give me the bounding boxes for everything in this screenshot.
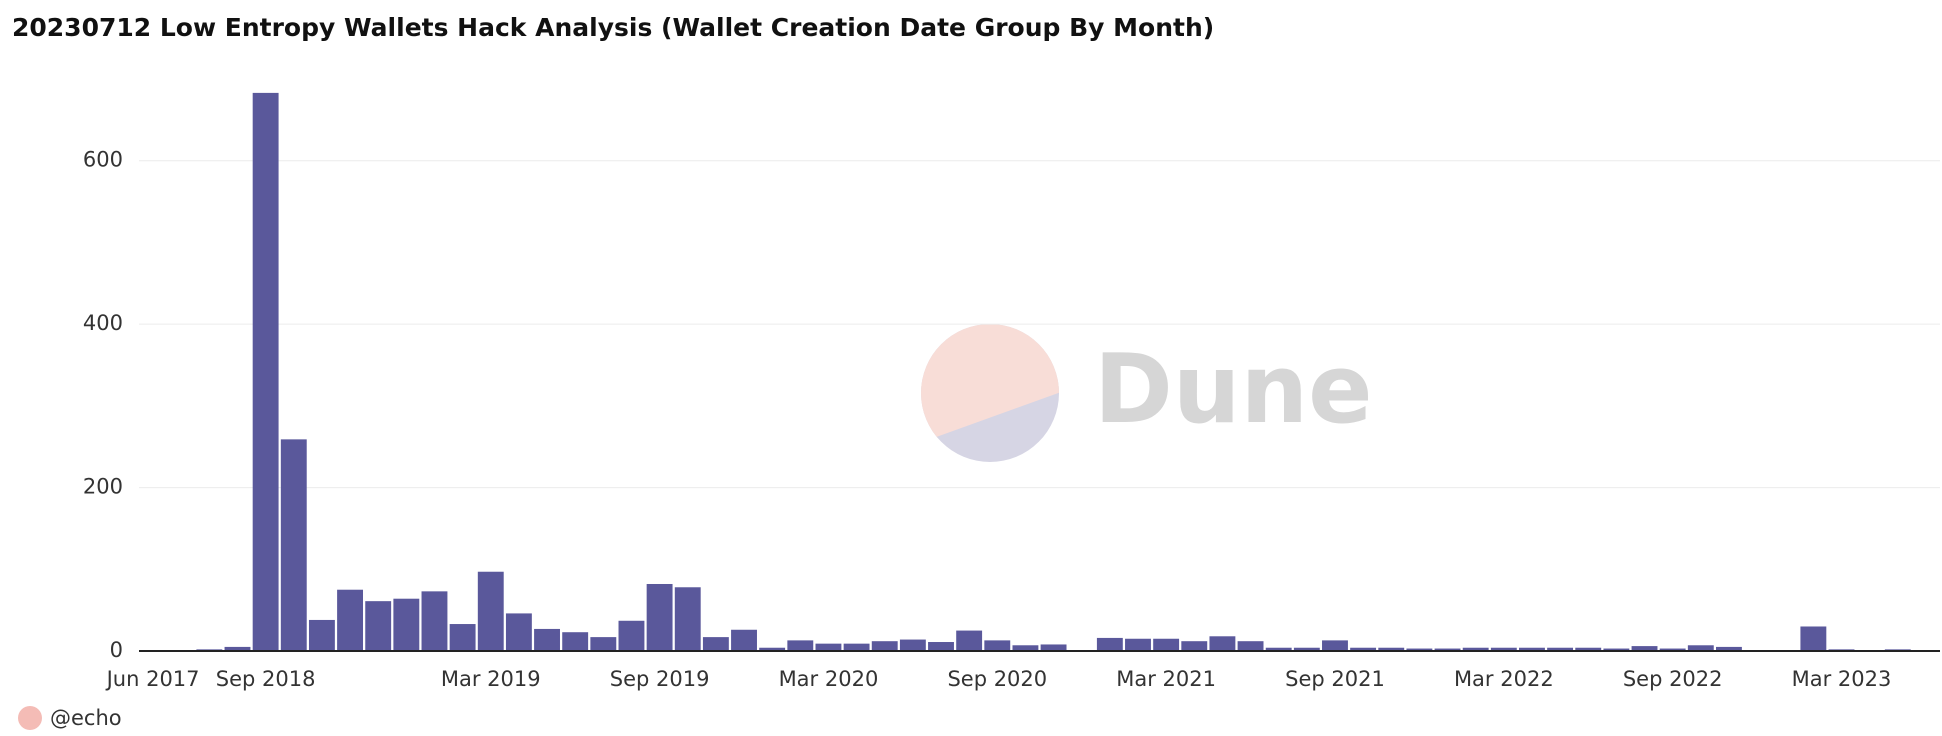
x-tick-label: Sep 2022: [1623, 667, 1723, 691]
bar: [393, 598, 420, 651]
bar: [365, 601, 392, 651]
y-tick-label: 0: [110, 638, 123, 662]
x-tick-label: Sep 2018: [216, 667, 316, 691]
x-tick-label: Sep 2020: [947, 667, 1047, 691]
bar: [731, 629, 757, 651]
bar: [1603, 648, 1630, 651]
bar: [1153, 638, 1180, 651]
bar: [984, 640, 1011, 651]
x-tick-label: Mar 2019: [441, 667, 541, 691]
chart-title: 20230712 Low Entropy Wallets Hack Analys…: [12, 13, 1214, 42]
bar: [787, 640, 814, 651]
x-tick-label: Jun 2017: [105, 667, 200, 691]
bar: [1265, 647, 1292, 651]
bar: [505, 613, 532, 651]
bar: [618, 620, 645, 651]
bar: [1237, 641, 1264, 651]
legend-marker: [18, 706, 42, 730]
bar: [224, 646, 251, 651]
bar: [843, 643, 870, 651]
bar: [1293, 647, 1320, 651]
bar: [1125, 638, 1151, 651]
bar: [449, 624, 476, 651]
bar: [1040, 644, 1067, 651]
bar: [1406, 648, 1433, 651]
bar: [421, 591, 448, 651]
x-tick-label: Mar 2021: [1116, 667, 1216, 691]
bar: [646, 583, 673, 651]
bar: [1716, 646, 1742, 651]
bar: [1209, 636, 1236, 651]
watermark: Dune: [1094, 335, 1373, 445]
bar: [1012, 645, 1039, 651]
bar: [674, 587, 701, 651]
bar: [1378, 647, 1405, 651]
bar: [1519, 647, 1545, 651]
bar: [534, 628, 560, 651]
bar: [1096, 637, 1123, 651]
bar: [956, 630, 983, 651]
x-tick-label: Sep 2019: [610, 667, 710, 691]
bar: [1547, 647, 1574, 651]
bar: [1687, 645, 1714, 651]
bar: [590, 637, 617, 651]
bar: [871, 641, 898, 651]
bar: [1659, 648, 1686, 651]
x-tick-label: Mar 2020: [779, 667, 879, 691]
x-tick-label: Mar 2022: [1454, 667, 1554, 691]
bar: [1350, 647, 1377, 651]
bar: [1462, 647, 1489, 651]
bar: [1800, 626, 1827, 651]
bar: [308, 619, 335, 651]
y-tick-label: 400: [83, 311, 123, 335]
legend-label: @echo: [50, 706, 122, 730]
bar: [928, 642, 954, 651]
bar: [1181, 641, 1208, 651]
bar: [337, 589, 363, 651]
y-tick-label: 600: [83, 148, 123, 172]
x-tick-label: Mar 2023: [1792, 667, 1892, 691]
bar: [252, 92, 279, 652]
bar: [1490, 647, 1517, 651]
watermark-logo: [921, 324, 1059, 462]
bar: [562, 632, 589, 651]
bar: [702, 637, 729, 651]
bar: [1631, 646, 1658, 651]
bar: [477, 571, 504, 651]
bar: [759, 647, 786, 651]
y-tick-label: 200: [83, 475, 123, 499]
bar: [815, 643, 842, 651]
bar: [1322, 640, 1348, 651]
bar: [1575, 647, 1602, 651]
bar: [280, 439, 307, 651]
bar: [1434, 648, 1461, 651]
x-tick-label: Sep 2021: [1285, 667, 1385, 691]
bar: [899, 639, 926, 651]
